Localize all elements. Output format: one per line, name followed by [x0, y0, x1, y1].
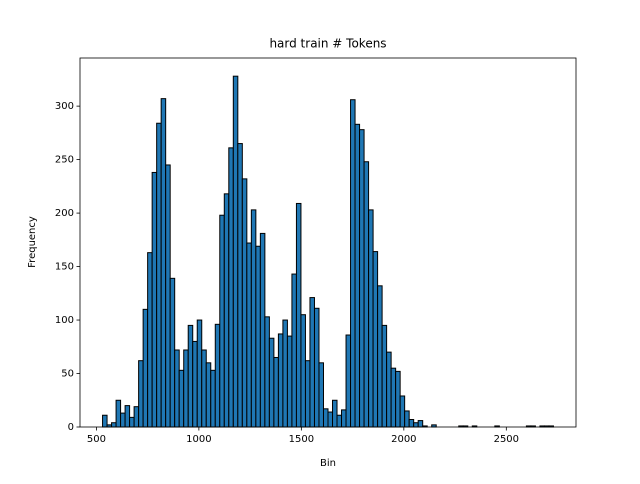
- bar: [250, 209, 257, 428]
- y-tick-label: 200: [55, 208, 74, 219]
- bar: [156, 122, 162, 428]
- bar: [259, 232, 266, 428]
- bar: [413, 422, 419, 428]
- bar: [345, 334, 352, 428]
- y-tick-label: 250: [55, 155, 74, 166]
- bar: [408, 419, 415, 428]
- bar: [246, 242, 252, 428]
- x-tick-label: 500: [87, 434, 106, 445]
- bar: [228, 147, 234, 428]
- bar: [332, 399, 338, 428]
- bar: [390, 367, 397, 428]
- bar: [187, 324, 194, 428]
- bar: [129, 416, 135, 428]
- bar: [151, 171, 158, 428]
- bar: [102, 414, 108, 428]
- bar: [309, 297, 315, 428]
- bar: [291, 273, 297, 428]
- bar: [160, 98, 167, 428]
- bar: [196, 319, 203, 428]
- bar: [399, 395, 406, 428]
- bar: [404, 410, 410, 428]
- bar: [264, 316, 270, 428]
- bar: [354, 123, 361, 428]
- x-tick-label: 1500: [289, 434, 314, 445]
- bar: [286, 335, 293, 428]
- bar: [273, 356, 279, 428]
- bar: [304, 360, 311, 428]
- bar: [350, 99, 356, 428]
- bar: [381, 324, 388, 428]
- bar: [219, 214, 225, 428]
- bar: [300, 314, 306, 428]
- bar: [395, 370, 401, 428]
- bar: [205, 362, 212, 428]
- bar: [318, 362, 324, 428]
- bar: [183, 349, 189, 428]
- x-tick-label: 2000: [391, 434, 416, 445]
- bar: [268, 337, 275, 428]
- x-tick-label: 1000: [186, 434, 211, 445]
- y-tick-label: 300: [55, 101, 74, 112]
- bar: [363, 161, 370, 428]
- y-tick-label: 0: [68, 422, 74, 433]
- bar: [124, 405, 131, 428]
- bar: [341, 409, 347, 428]
- bar: [201, 349, 207, 428]
- chart-title: hard train # Tokens: [269, 37, 386, 51]
- bar: [115, 399, 122, 428]
- y-axis-label: Frequency: [27, 216, 38, 268]
- bar: [377, 285, 383, 428]
- bar: [372, 251, 379, 428]
- bar: [237, 143, 243, 428]
- bar: [241, 178, 248, 428]
- bar: [169, 277, 176, 428]
- bar: [120, 412, 126, 428]
- y-tick-label: 100: [55, 315, 74, 326]
- y-tick-label: 150: [55, 262, 74, 273]
- bar: [359, 129, 365, 428]
- bar: [142, 308, 149, 428]
- bar: [313, 307, 320, 428]
- bar: [386, 351, 392, 428]
- plot-frame: [79, 57, 577, 428]
- bar: [178, 369, 185, 428]
- bar: [223, 193, 230, 428]
- bar: [336, 414, 343, 428]
- bar: [255, 245, 261, 428]
- bar: [174, 349, 180, 428]
- bar: [133, 406, 140, 428]
- bar: [295, 202, 302, 428]
- x-tick-label: 2500: [494, 434, 519, 445]
- bar: [192, 340, 198, 428]
- x-axis-label: Bin: [320, 458, 336, 469]
- bar: [417, 420, 424, 428]
- bar: [327, 411, 334, 428]
- bar: [147, 252, 153, 428]
- bar: [138, 360, 144, 428]
- bar: [210, 369, 216, 428]
- bar: [322, 408, 329, 428]
- bar: [111, 422, 117, 428]
- bar: [165, 164, 171, 428]
- bar: [214, 323, 221, 428]
- bar: [282, 319, 288, 428]
- bar: [232, 75, 239, 428]
- y-tick-label: 50: [61, 369, 74, 380]
- bar: [368, 209, 374, 428]
- bar: [277, 333, 284, 428]
